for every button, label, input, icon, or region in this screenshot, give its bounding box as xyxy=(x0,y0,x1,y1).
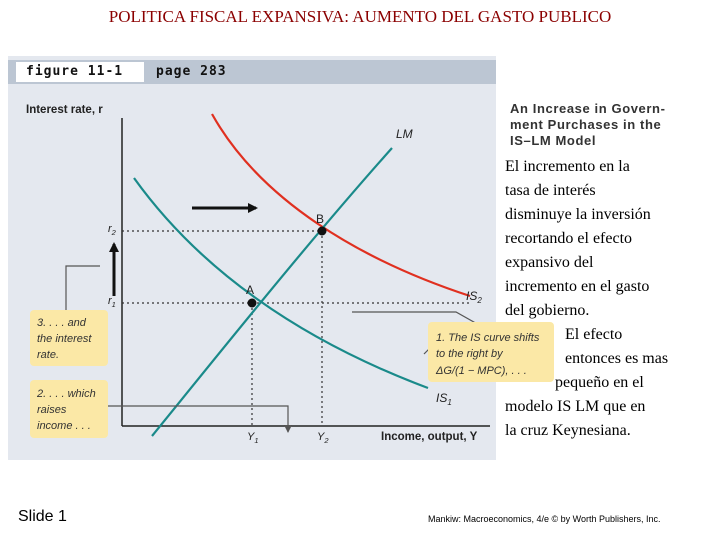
note-line: incremento en el gasto xyxy=(505,278,650,295)
note-line: pequeño en el xyxy=(555,374,644,391)
y2-tick-label: Y2 xyxy=(317,431,329,445)
note-line: El efecto xyxy=(565,326,623,343)
figure-tab-label: figure 11-1 xyxy=(16,62,144,82)
slide-title: POLITICA FISCAL EXPANSIVA: AUMENTO DEL G… xyxy=(108,7,612,26)
y1-tick-label: Y1 xyxy=(247,431,259,445)
svg-text:the interest: the interest xyxy=(37,333,92,345)
svg-text:rate.: rate. xyxy=(37,349,59,361)
figure-page-label: page 283 xyxy=(156,64,227,79)
figure-caption: An Increase in Govern- ment Purchases in… xyxy=(510,101,666,148)
is2-curve xyxy=(211,113,471,298)
box2-connector xyxy=(106,405,292,433)
note-line: del gobierno. xyxy=(505,302,590,319)
point-b xyxy=(317,226,327,236)
is1-curve xyxy=(133,177,429,390)
note-line: tasa de interés xyxy=(505,182,596,199)
lm-label: LM xyxy=(396,127,413,141)
note-line: disminuye la inversión xyxy=(505,206,651,223)
is1-label: IS1 xyxy=(436,391,452,407)
svg-text:raises: raises xyxy=(37,404,67,416)
box3-connector xyxy=(65,265,100,310)
svg-text:ΔG/(1 − MPC), . . .: ΔG/(1 − MPC), . . . xyxy=(435,365,527,377)
note-line: recortando el efecto xyxy=(505,230,633,247)
svg-text:2. . . . which: 2. . . . which xyxy=(36,388,96,400)
note-line: expansivo del xyxy=(505,254,594,271)
lm-curve xyxy=(151,147,393,437)
r1-tick-label: r1 xyxy=(108,295,116,309)
note-line: modelo IS LM que en xyxy=(505,398,646,415)
svg-text:income . . .: income . . . xyxy=(37,420,91,432)
note-line: entonces es mas xyxy=(565,350,669,367)
r2-tick-label: r2 xyxy=(108,223,117,237)
note-line: El incremento en la xyxy=(505,158,630,175)
publisher-credit: Mankiw: Macroeconomics, 4/e © by Worth P… xyxy=(428,514,661,524)
point-b-label: B xyxy=(316,212,324,226)
x-axis-label: Income, output, Y xyxy=(381,431,478,443)
slide-number: Slide 1 xyxy=(18,508,67,525)
svg-text:1. The IS curve shifts: 1. The IS curve shifts xyxy=(436,332,540,344)
annotation-box-1: 1. The IS curve shifts to the right by Δ… xyxy=(428,322,554,382)
svg-text:3. . . . and: 3. . . . and xyxy=(37,317,87,329)
annotation-box-2: 2. . . . which raises income . . . xyxy=(30,380,108,438)
is2-label: IS2 xyxy=(466,289,482,305)
svg-text:to the right by: to the right by xyxy=(436,348,504,360)
note-line: la cruz Keynesiana. xyxy=(505,422,631,439)
annotation-box-3: 3. . . . and the interest rate. xyxy=(30,310,108,366)
point-a-label: A xyxy=(246,283,254,297)
y-axis-label: Interest rate, r xyxy=(26,104,103,116)
point-a xyxy=(247,298,257,308)
